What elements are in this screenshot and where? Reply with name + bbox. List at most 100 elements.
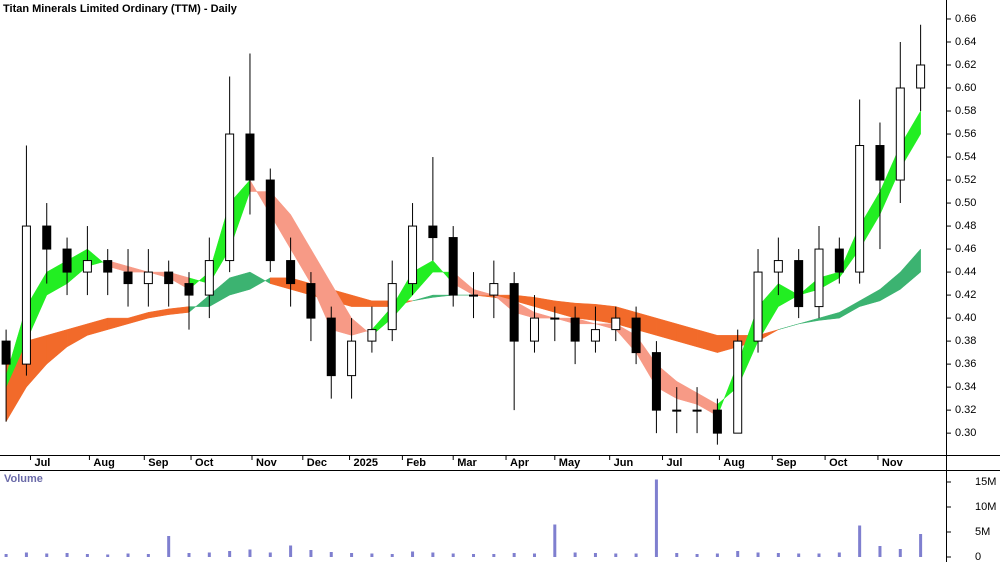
y-tick-label: 0.48 — [955, 220, 976, 232]
volume-bar — [45, 553, 49, 557]
x-tick-label: Nov — [882, 457, 904, 469]
y-tick-label: 0.42 — [955, 289, 976, 301]
volume-bar — [451, 553, 455, 557]
volume-bars — [4, 479, 923, 557]
volume-bar — [289, 545, 293, 557]
y-tick-label: 0.32 — [955, 404, 976, 416]
volume-bar — [24, 552, 28, 557]
volume-bar — [228, 551, 232, 557]
candle-body — [143, 271, 153, 285]
candle-body — [469, 294, 479, 297]
x-tick-label: Jun — [614, 457, 634, 469]
volume-label: Volume — [4, 473, 43, 485]
y-tick-label: 0.54 — [955, 151, 976, 163]
volume-tick-label: 5M — [975, 526, 990, 538]
volume-bar — [309, 550, 313, 557]
candle-body — [550, 317, 560, 320]
volume-bar — [695, 554, 699, 557]
x-tick-label: Jul — [667, 457, 683, 469]
chart-title: Titan Minerals Limited Ordinary (TTM) - … — [3, 3, 238, 15]
candle-body — [875, 145, 885, 181]
x-tick-label: Dec — [307, 457, 327, 469]
volume-bar — [898, 549, 902, 557]
candle-body — [184, 283, 194, 296]
volume-bar — [776, 553, 780, 557]
candle-body — [712, 409, 722, 434]
volume-bar — [858, 525, 862, 557]
volume-bar — [126, 553, 130, 557]
ma-band-segment — [432, 294, 454, 298]
candle-body — [103, 260, 113, 273]
candles — [1, 24, 926, 445]
candle-body — [326, 317, 336, 377]
candle-body — [164, 271, 174, 285]
volume-bar — [553, 524, 557, 557]
volume-tick-label: 15M — [975, 476, 996, 488]
volume-bar — [736, 551, 740, 557]
y-tick-label: 0.40 — [955, 312, 976, 324]
volume-bar — [797, 553, 801, 557]
x-tick-label: Aug — [93, 457, 114, 469]
x-tick-label: Apr — [510, 457, 530, 469]
candle-body — [286, 260, 296, 285]
volume-bar — [634, 553, 638, 557]
y-tick-label: 0.34 — [955, 381, 976, 393]
axes: 0.30 0.32 0.34 0.36 0.38 0.40 0.42 0.44 0.46 0.48… — [29, 13, 996, 562]
x-tick-label: May — [559, 457, 581, 469]
y-tick-label: 0.38 — [955, 335, 976, 347]
volume-bar — [919, 534, 923, 557]
x-tick-label: Aug — [723, 457, 744, 469]
candle-body — [62, 248, 72, 273]
volume-bar — [106, 554, 110, 557]
volume-bar — [573, 552, 577, 557]
volume-bar — [614, 553, 618, 557]
candle-body — [265, 179, 275, 262]
candle-body — [733, 340, 743, 434]
y-tick-label: 0.64 — [955, 36, 976, 48]
y-tick-label: 0.46 — [955, 243, 976, 255]
volume-bar — [146, 554, 150, 557]
candle-body — [672, 409, 682, 412]
volume-bar — [817, 553, 821, 557]
candle-body — [529, 317, 539, 342]
x-tick-label: 2025 — [354, 457, 378, 469]
volume-bar — [411, 551, 415, 557]
volume-bar — [492, 554, 496, 557]
candle-body — [347, 340, 357, 377]
y-tick-label: 0.50 — [955, 197, 976, 209]
volume-bar — [65, 553, 69, 557]
x-tick-label: Oct — [829, 457, 848, 469]
candle-body — [448, 237, 458, 296]
candle-body — [21, 225, 31, 365]
y-tick-label: 0.66 — [955, 13, 976, 25]
candle-body — [834, 248, 844, 273]
candle-body — [916, 64, 926, 89]
candle-body — [225, 133, 235, 262]
volume-bar — [512, 553, 516, 557]
candle-body — [367, 329, 377, 342]
volume-bar — [187, 553, 191, 557]
volume-bar — [532, 553, 536, 557]
candle-body — [509, 283, 519, 342]
x-tick-label: Oct — [195, 457, 214, 469]
x-tick-label: Mar — [457, 457, 477, 469]
x-tick-label: Jul — [34, 457, 50, 469]
candle-body — [611, 317, 621, 331]
y-tick-label: 0.30 — [955, 427, 976, 439]
candle-body — [895, 87, 905, 181]
volume-bar — [248, 549, 252, 557]
candle-body — [408, 225, 418, 285]
y-tick-label: 0.58 — [955, 105, 976, 117]
candle-body — [204, 260, 214, 296]
candle-body — [570, 317, 580, 342]
volume-bar — [350, 553, 354, 557]
y-tick-label: 0.62 — [955, 59, 976, 71]
volume-bar — [593, 553, 597, 557]
y-tick-label: 0.60 — [955, 82, 976, 94]
candle-body — [1, 340, 11, 365]
volume-tick-label: 10M — [975, 501, 996, 513]
volume-bar — [4, 554, 8, 557]
candle-body — [42, 225, 52, 250]
